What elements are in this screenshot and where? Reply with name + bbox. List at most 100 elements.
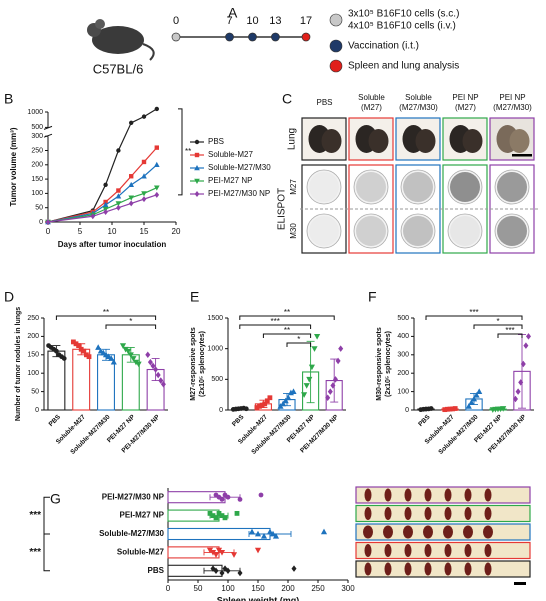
data-point (128, 200, 134, 207)
column-header: PEI NP (452, 93, 478, 102)
spleen-row (355, 504, 531, 523)
y-tick-label: 0 (39, 219, 43, 226)
data-point (512, 395, 519, 403)
spleen-photo (363, 525, 373, 539)
data-point (115, 193, 122, 199)
data-point (470, 395, 478, 402)
data-point (213, 567, 219, 575)
data-point (285, 394, 292, 401)
data-point (141, 114, 147, 119)
data-point (452, 406, 458, 411)
sig-label: ** (103, 308, 109, 317)
x-tick-label: PBS (48, 413, 63, 428)
elispot-well (400, 213, 436, 249)
elispot-spots (309, 216, 339, 246)
y-tick-label: 200 (397, 370, 409, 377)
data-point (325, 394, 331, 401)
data-point (330, 382, 336, 389)
row-label: M30 (289, 223, 298, 239)
column-header: Soluble (405, 93, 432, 102)
y-tick-label: 500 (31, 124, 43, 131)
y-tick-label: 50 (31, 388, 39, 395)
data-point (141, 159, 147, 165)
data-point (110, 358, 117, 365)
scale-bar (512, 154, 532, 157)
legend-dot (329, 59, 343, 73)
legend-label: Soluble-M27/M30 (208, 163, 271, 172)
data-point (230, 552, 238, 558)
data-point (335, 357, 341, 365)
day-label: 17 (300, 15, 312, 27)
data-point (160, 380, 166, 388)
panel-label: C (282, 91, 292, 107)
day-label: 7 (226, 15, 232, 27)
spleen-photo (464, 544, 472, 557)
data-point (116, 148, 121, 153)
legend-text: Spleen and lung analysis (348, 61, 459, 72)
strain-label: C57BL/6 (93, 61, 144, 76)
data-point (155, 371, 161, 379)
sig-bracket (43, 533, 50, 572)
data-point (128, 120, 134, 125)
data-point (327, 388, 333, 395)
timeline-dot (171, 32, 181, 42)
data-point (225, 567, 231, 575)
spleen-photo (484, 544, 492, 557)
data-point (222, 515, 228, 521)
y-tick-label: 200 (27, 333, 39, 340)
y-axis-label: Number of tumor nodules in lungs (15, 307, 22, 421)
spleen-photo (484, 507, 492, 520)
sig-label: * (297, 335, 300, 344)
data-point (290, 388, 297, 394)
timeline-dot (225, 32, 234, 42)
data-point (154, 191, 160, 198)
data-point (523, 342, 529, 349)
data-point (269, 530, 277, 537)
y-tick-label: 300 (31, 133, 43, 140)
data-point (128, 181, 135, 188)
elispot-well (353, 213, 389, 249)
spleen-photo (383, 525, 393, 539)
data-point (141, 196, 147, 203)
x-axis-label: Days after tumor inoculation (58, 240, 167, 249)
elispot-spots (403, 216, 433, 246)
y-tick-label: 500 (211, 376, 223, 383)
spleen-photo (364, 544, 372, 557)
y-tick-label: 250 (27, 315, 39, 322)
spleen-photo (463, 525, 473, 539)
data-point (108, 355, 115, 361)
legend-dot (329, 39, 343, 53)
data-point (237, 496, 243, 502)
row-label: Lung (287, 128, 298, 150)
sig-label: *** (29, 510, 41, 521)
data-point (154, 106, 159, 112)
data-point (473, 392, 480, 398)
lung-photo (321, 129, 342, 153)
x-tick-label: 10 (108, 227, 117, 236)
y-axis-label: M30-responsive spots (376, 327, 383, 401)
data-point (272, 532, 280, 539)
spleen-photo (464, 562, 472, 576)
panel-label: D (4, 289, 14, 305)
spleen-photo (464, 488, 472, 502)
spleen-photo (424, 544, 432, 557)
y-tick-label: Soluble-M27/M30 (99, 529, 164, 538)
data-point (100, 349, 107, 356)
panel-label: A (228, 5, 238, 21)
panel-label: E (190, 289, 199, 305)
data-point (194, 139, 200, 145)
data-point (97, 347, 104, 354)
sig-bracket (286, 342, 312, 347)
axis-break (43, 125, 53, 138)
y-tick-label: 100 (27, 370, 39, 377)
elispot-spots (450, 172, 480, 202)
elispot-spots (403, 172, 433, 202)
elispot-spots (356, 172, 386, 202)
data-point (254, 530, 262, 537)
legend-dot (329, 13, 343, 27)
legend-label: PBS (208, 137, 224, 146)
elispot-well (306, 169, 342, 205)
y-axis-label: (2x10⁵ splenocytes) (199, 331, 206, 397)
x-tick-label: 0 (46, 227, 51, 236)
sig-bracket (262, 333, 312, 338)
